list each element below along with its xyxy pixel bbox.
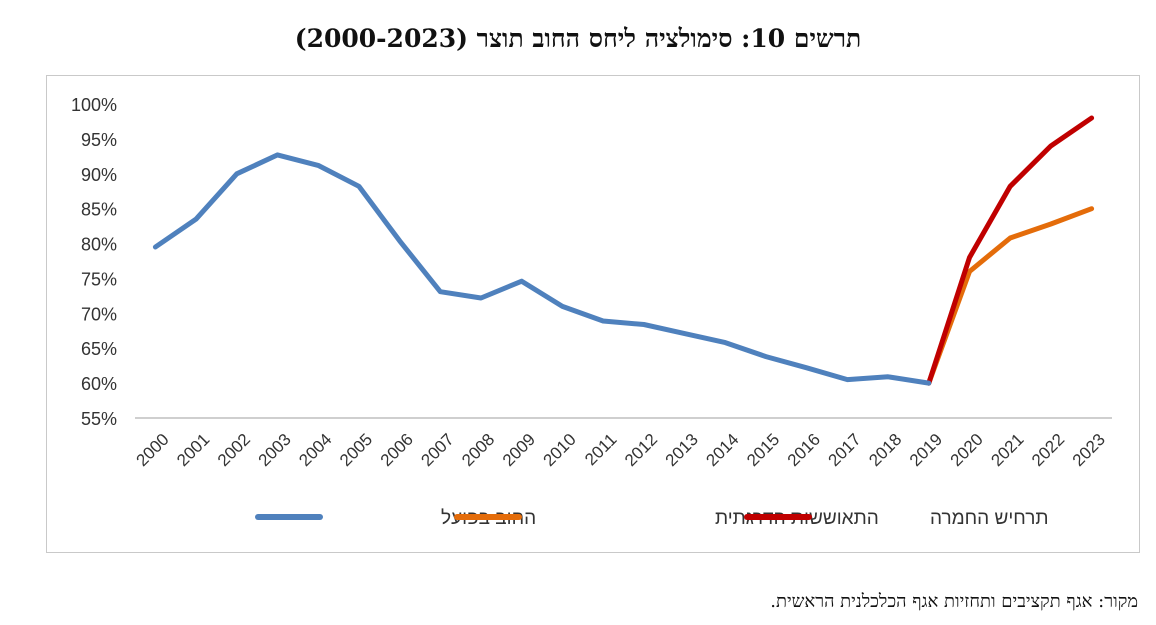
x-tick-label: 2015 — [743, 430, 783, 470]
x-tick-label: 2002 — [214, 430, 254, 470]
x-tick-label: 2011 — [581, 430, 620, 469]
x-tick-label: 2007 — [417, 430, 457, 470]
series-line-2 — [926, 206, 1095, 386]
y-tick-label: 65% — [81, 339, 117, 359]
y-tick-label: 85% — [81, 200, 117, 220]
x-tick-label: 2003 — [255, 430, 295, 470]
y-tick-label: 80% — [81, 235, 117, 255]
x-tick-label: 2006 — [377, 430, 417, 470]
x-tick-label: 2017 — [825, 430, 865, 470]
y-tick-label: 100% — [71, 95, 117, 115]
chart-frame — [46, 75, 1140, 553]
y-tick-label: 55% — [81, 409, 117, 429]
x-tick-label: 2013 — [662, 430, 702, 470]
x-tick-label: 2005 — [336, 430, 376, 470]
y-tick-label: 75% — [81, 269, 117, 289]
x-tick-label: 2014 — [702, 430, 742, 470]
x-tick-label: 2000 — [132, 430, 172, 470]
x-tick-label: 2022 — [1028, 430, 1068, 470]
series-line-3 — [926, 115, 1095, 386]
x-tick-label: 2021 — [987, 430, 1027, 470]
source-note: מקור: אגף תקציבים ותחזיות אגף הכלכלנית ה… — [770, 591, 1138, 612]
y-tick-label: 70% — [81, 304, 117, 324]
x-tick-label: 2020 — [947, 430, 987, 470]
y-tick-label: 90% — [81, 165, 117, 185]
x-tick-label: 2012 — [621, 430, 661, 470]
x-tick-label: 2023 — [1069, 430, 1109, 470]
x-tick-label: 2018 — [865, 430, 905, 470]
x-tick-label: 2010 — [540, 430, 580, 470]
y-tick-label: 95% — [81, 130, 117, 150]
x-tick-label: 2008 — [458, 430, 498, 470]
x-tick-label: 2001 — [173, 430, 213, 470]
x-tick-label: 2019 — [906, 430, 946, 470]
y-tick-label: 60% — [81, 374, 117, 394]
x-tick-label: 2004 — [295, 430, 335, 470]
chart-title: תרשים 10: סימולציה ליחס החוב תוצר (2000-… — [294, 24, 862, 53]
x-tick-label: 2016 — [784, 430, 824, 470]
series-line-1 — [152, 152, 932, 386]
legend-label-3: תרחיש החמרה — [930, 508, 1049, 529]
x-tick-label: 2009 — [499, 430, 539, 470]
